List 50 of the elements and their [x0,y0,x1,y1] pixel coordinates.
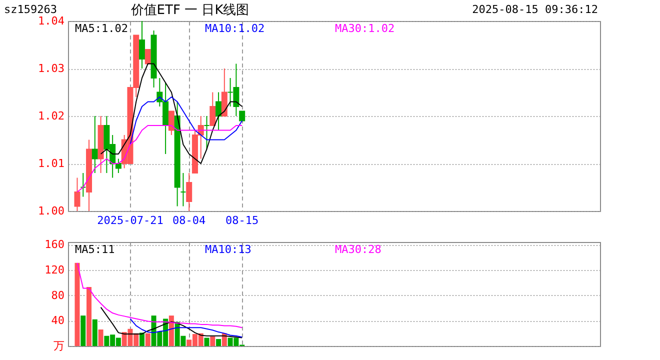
y-tick-label: 40 [51,314,64,328]
x-tick-label: 08-15 [226,214,259,227]
bar [139,332,144,346]
y-tick-label: 1.04 [38,14,65,28]
bar [98,330,104,346]
y-tick-label: 1.01 [38,157,64,170]
chart-subtitle: sz159263 [4,3,57,16]
x-tick-label: 08-04 [172,214,206,227]
text: MA5:11 [75,243,115,256]
y-tick-label: 1.03 [38,62,64,75]
candlestick [180,172,186,207]
y-tick-label: 万 [54,340,64,352]
chart-title: 价值ETF 一 日K线图 [130,3,250,18]
candlestick [80,172,86,198]
line-series [130,318,243,338]
text: MA30:28 [335,243,382,256]
line-series [76,262,243,328]
candlestick [138,20,145,69]
candlestick [239,110,246,122]
candlestick [210,92,216,126]
candlestick [204,116,210,150]
bar [216,339,222,346]
text: 2025-08-15 09:36:12 [472,3,598,16]
bar [168,316,174,346]
text: MA30:1.02 [335,22,395,35]
text: MA10:1.02 [205,22,265,35]
candlestick [144,49,151,64]
candlestick [92,116,98,174]
candlestick [186,172,192,212]
x-tick-label: 2025-07-21 [97,214,164,227]
bar [92,319,98,346]
bar [204,338,210,346]
candlestick [216,92,222,131]
bar [74,262,80,346]
candlestick [74,177,80,212]
bar [145,333,150,346]
candlestick [115,158,122,174]
text: MA10:13 [205,243,252,256]
y-tick-label: 120 [44,263,64,276]
y-tick-label: 160 [44,238,64,252]
bar [86,287,92,346]
y-tick-label: 1.02 [38,110,64,122]
candlestick [221,68,228,116]
y-tick-label: 1.00 [38,204,64,218]
line-series [100,306,243,338]
bar [210,336,216,346]
y-tick-label: 80 [51,288,64,302]
bar [80,316,86,346]
candlestick [168,110,174,136]
text: MA5:1.02 [75,22,128,35]
